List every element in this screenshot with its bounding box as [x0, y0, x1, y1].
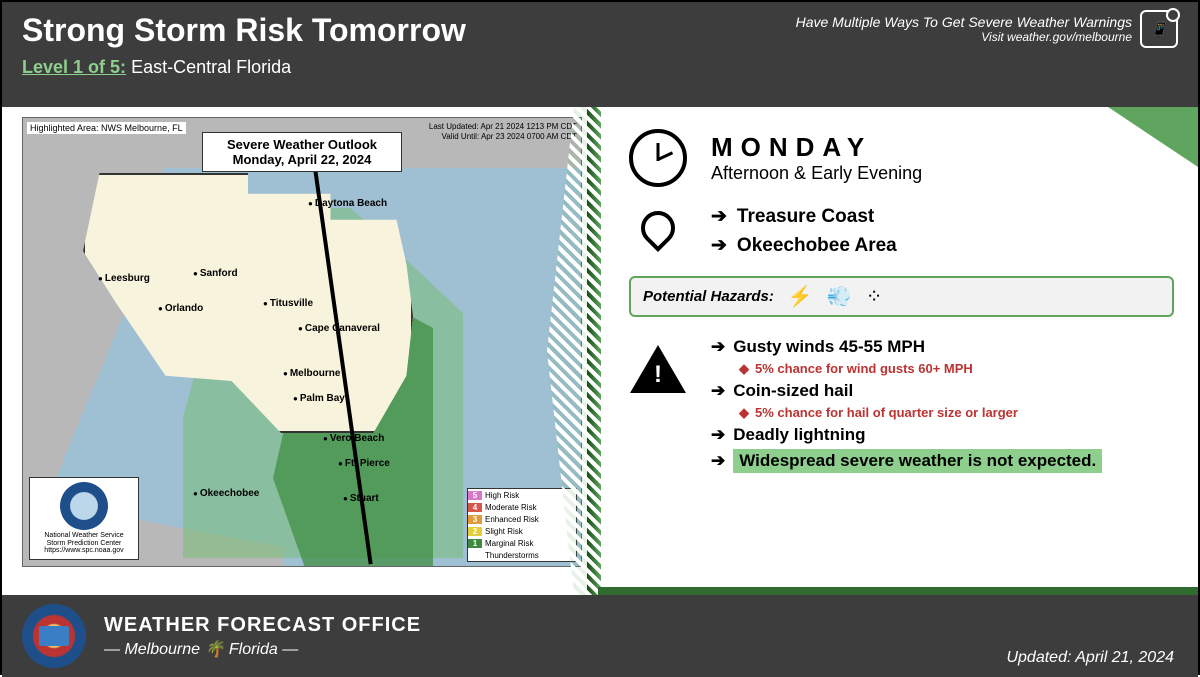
updated-timestamp: Updated: April 21, 2024	[1006, 649, 1174, 667]
hazard-item: Gusty winds 45-55 MPH	[711, 337, 1102, 357]
legend-row: 2Slight Risk	[468, 525, 576, 537]
risk-legend: 5High Risk4Moderate Risk3Enhanced Risk2S…	[467, 488, 577, 562]
nws-seal-icon	[22, 604, 86, 668]
location-item: Okeechobee Area	[711, 232, 897, 261]
warning-triangle-icon	[630, 345, 686, 393]
phone-alert-icon: 📱	[1140, 10, 1178, 48]
office-info: WEATHER FORECAST OFFICE Melbourne 🌴 Flor…	[104, 614, 421, 659]
noaa-box: National Weather Service Storm Predictio…	[29, 477, 139, 560]
clock-icon	[629, 129, 687, 187]
city-label: Orlando	[158, 303, 203, 314]
location-pin-icon	[634, 203, 682, 251]
city-label: Titusville	[263, 298, 313, 309]
day-sub: Afternoon & Early Evening	[711, 163, 922, 184]
noaa-logo-icon	[60, 482, 108, 530]
location-item: Treasure Coast	[711, 203, 897, 232]
main-content: Highlighted Area: NWS Melbourne, FL Last…	[2, 107, 1198, 595]
legend-row: 4Moderate Risk	[468, 501, 576, 513]
legend-row: Thunderstorms	[468, 549, 576, 561]
hazard-item: Coin-sized hail	[711, 381, 1102, 401]
city-label: Sanford	[193, 268, 238, 279]
lightning-icon: ⚡	[788, 284, 813, 309]
region: East-Central Florida	[131, 57, 291, 77]
city-label: Daytona Beach	[308, 198, 387, 209]
hazard-sub: 5% chance for wind gusts 60+ MPH	[739, 361, 1102, 377]
map: Highlighted Area: NWS Melbourne, FL Last…	[22, 117, 582, 567]
header: Strong Storm Risk Tomorrow Level 1 of 5:…	[2, 2, 1198, 107]
map-panel: Highlighted Area: NWS Melbourne, FL Last…	[2, 107, 587, 595]
city-label: Cape Canaveral	[298, 323, 380, 334]
subtitle: Level 1 of 5: East-Central Florida	[22, 57, 1178, 78]
day: MONDAY	[711, 132, 922, 163]
legend-row: 5High Risk	[468, 489, 576, 501]
city-label: Palm Bay	[293, 393, 345, 404]
city-label: Leesburg	[98, 273, 150, 284]
hazard-final: Widespread severe weather is not expecte…	[711, 449, 1102, 473]
city-label: Melbourne	[283, 368, 340, 379]
legend-row: 3Enhanced Risk	[468, 513, 576, 525]
map-timestamps: Last Updated: Apr 21 2024 1213 PM CDT Va…	[429, 122, 577, 141]
hazards-row: Gusty winds 45-55 MPH 5% chance for wind …	[629, 333, 1174, 477]
map-title: Severe Weather Outlook Monday, April 22,…	[202, 132, 402, 172]
hail-icon: ⁘	[866, 284, 883, 309]
map-highlighted-label: Highlighted Area: NWS Melbourne, FL	[27, 122, 186, 134]
wind-icon: 💨	[827, 284, 852, 309]
timing-row: MONDAY Afternoon & Early Evening	[629, 129, 1174, 187]
hazard-sub: 5% chance for hail of quarter size or la…	[739, 405, 1102, 421]
city-label: Stuart	[343, 493, 379, 504]
warning-line2: Visit weather.gov/melbourne	[796, 30, 1132, 44]
legend-row: 1Marginal Risk	[468, 537, 576, 549]
city-label: Ft. Pierce	[338, 458, 390, 469]
warning-line1: Have Multiple Ways To Get Severe Weather…	[796, 14, 1132, 30]
city-label: Vero Beach	[323, 433, 384, 444]
divider	[587, 107, 601, 595]
city-label: Okeechobee	[193, 488, 259, 499]
nws-area	[83, 173, 413, 433]
location-row: Treasure CoastOkeechobee Area	[629, 203, 1174, 260]
hazard-item: Deadly lightning	[711, 425, 1102, 445]
details-panel: MONDAY Afternoon & Early Evening Treasur…	[601, 107, 1198, 595]
header-warning: Have Multiple Ways To Get Severe Weather…	[796, 10, 1178, 48]
potential-hazards-box: Potential Hazards: ⚡ 💨 ⁘	[629, 276, 1174, 317]
risk-level: Level 1 of 5:	[22, 57, 126, 77]
footer: WEATHER FORECAST OFFICE Melbourne 🌴 Flor…	[2, 595, 1198, 677]
